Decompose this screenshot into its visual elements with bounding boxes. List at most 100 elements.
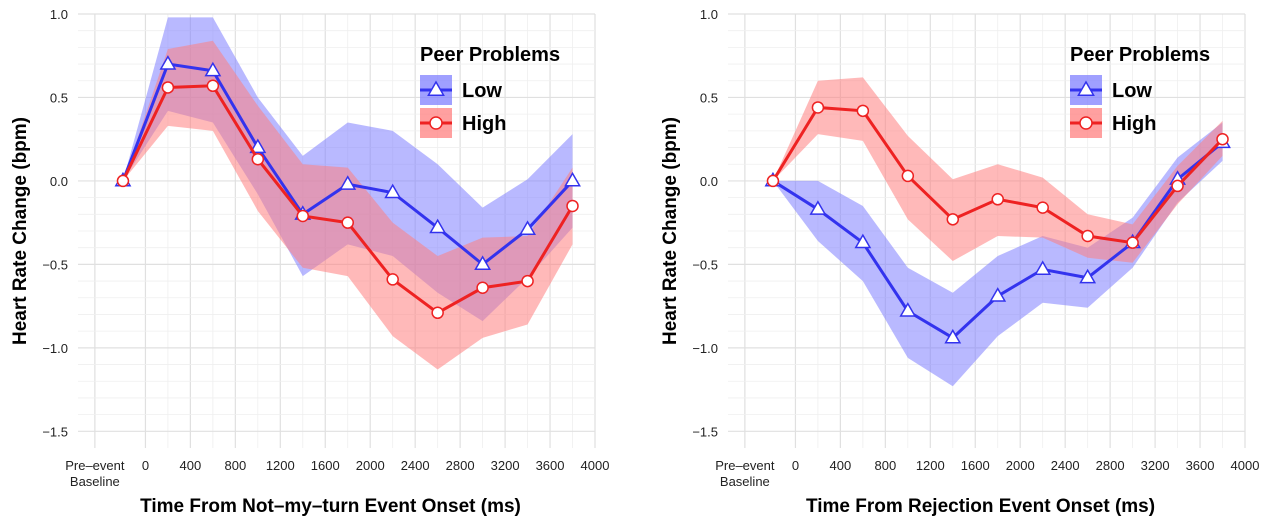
data-point-high (1171, 179, 1184, 193)
legend-key-marker (1079, 116, 1093, 130)
data-point-low (474, 255, 492, 271)
y-tick-label: 1.0 (50, 7, 68, 22)
data-point-low (339, 175, 357, 190)
data-point-high (946, 213, 960, 226)
x-tick-label: Pre–event (65, 458, 125, 473)
data-point-high (206, 79, 220, 93)
data-point-high (476, 281, 489, 295)
legend-label-high: High (1112, 113, 1156, 135)
legend-label-low: Low (462, 80, 502, 102)
x-tick-label: 3200 (491, 458, 520, 473)
y-tick-label: −1.0 (692, 341, 718, 356)
x-tick-label: 1200 (916, 458, 945, 473)
data-point-high (341, 216, 354, 229)
data-point-low (944, 328, 962, 344)
legend-key-marker (429, 116, 443, 130)
x-tick-label: 2800 (446, 458, 475, 473)
y-tick-label: 0.5 (700, 90, 718, 105)
data-point-high (251, 152, 265, 166)
data-point-high (521, 274, 534, 288)
x-tick-label: 2000 (1006, 458, 1035, 473)
x-tick-label: 0 (792, 458, 799, 473)
data-point-low (249, 138, 267, 154)
legend-item-high: High (1070, 108, 1156, 138)
data-point-low (809, 200, 827, 215)
y-tick-label: −0.5 (42, 257, 68, 272)
legend-key-marker (1077, 80, 1095, 96)
y-tick-label: −0.5 (692, 257, 718, 272)
data-point-high (566, 199, 579, 213)
data-point-low (384, 183, 402, 199)
data-point-high (116, 174, 130, 188)
data-point-high (991, 193, 1004, 206)
x-tick-label: 4000 (1231, 458, 1260, 473)
confidence-band-high (772, 77, 1223, 263)
x-tick-label: 800 (224, 458, 246, 473)
x-tick-label: 1600 (311, 458, 340, 473)
legend-label-high: High (462, 113, 506, 135)
legend-title: Peer Problems (420, 44, 560, 66)
y-axis-title: Heart Rate Change (bpm) (10, 117, 31, 345)
data-point-low (899, 302, 917, 317)
x-tick-label: 3600 (536, 458, 565, 473)
x-tick-label-line2: Baseline (720, 474, 770, 489)
data-point-high (1081, 229, 1094, 243)
y-tick-label: −1.5 (692, 424, 718, 439)
y-tick-label: 0.5 (50, 90, 68, 105)
legend: Peer Problems Low High (1070, 44, 1210, 138)
x-tick-label: 2400 (401, 458, 430, 473)
data-point-high (296, 209, 310, 223)
y-tick-label: 0.0 (50, 174, 68, 189)
data-point-low (854, 233, 872, 249)
data-point-high (161, 81, 175, 94)
x-tick-label: 800 (874, 458, 896, 473)
data-point-high (811, 101, 825, 114)
x-tick-label: 1600 (961, 458, 990, 473)
data-point-low (429, 218, 447, 234)
data-point-low (204, 61, 222, 77)
data-point-low (1034, 260, 1052, 276)
x-tick-label: Pre–event (715, 458, 775, 473)
data-point-high (901, 169, 915, 183)
legend: Peer Problems Low High (420, 44, 560, 138)
y-tick-label: 1.0 (700, 7, 718, 22)
legend-item-low: Low (420, 75, 502, 105)
data-point-low (1079, 268, 1097, 284)
data-point-low (989, 287, 1007, 302)
data-point-low (564, 171, 581, 187)
x-axis-title: Time From Not–my–turn Event Onset (ms) (140, 496, 521, 517)
x-tick-label: 1200 (266, 458, 295, 473)
x-axis-title: Time From Rejection Event Onset (ms) (806, 496, 1155, 517)
y-tick-label: −1.0 (42, 341, 68, 356)
data-point-high (1126, 236, 1139, 249)
y-tick-label: 0.0 (700, 174, 718, 189)
data-point-high (856, 104, 870, 118)
legend-title: Peer Problems (1070, 44, 1210, 66)
legend-key-marker (427, 80, 445, 96)
x-tick-label: 0 (142, 458, 149, 473)
x-tick-label: 2400 (1051, 458, 1080, 473)
y-axis-title: Heart Rate Change (bpm) (660, 117, 681, 345)
x-tick-label: 400 (180, 458, 202, 473)
x-tick-label: 2000 (356, 458, 385, 473)
legend-label-low: Low (1112, 80, 1152, 102)
x-tick-label: 400 (830, 458, 852, 473)
data-point-high (766, 174, 780, 188)
data-point-low (159, 55, 177, 70)
x-tick-label-line2: Baseline (70, 474, 120, 489)
legend-item-high: High (420, 108, 506, 138)
data-point-low (519, 220, 536, 235)
y-tick-label: −1.5 (42, 424, 68, 439)
data-point-high (1036, 201, 1049, 214)
legend-item-low: Low (1070, 75, 1152, 105)
x-tick-label: 2800 (1096, 458, 1125, 473)
data-point-high (431, 306, 444, 320)
x-tick-label: 4000 (581, 458, 610, 473)
x-tick-label: 3200 (1141, 458, 1170, 473)
data-point-high (386, 273, 399, 286)
gridlines (728, 13, 1246, 448)
data-point-high (1216, 132, 1229, 146)
